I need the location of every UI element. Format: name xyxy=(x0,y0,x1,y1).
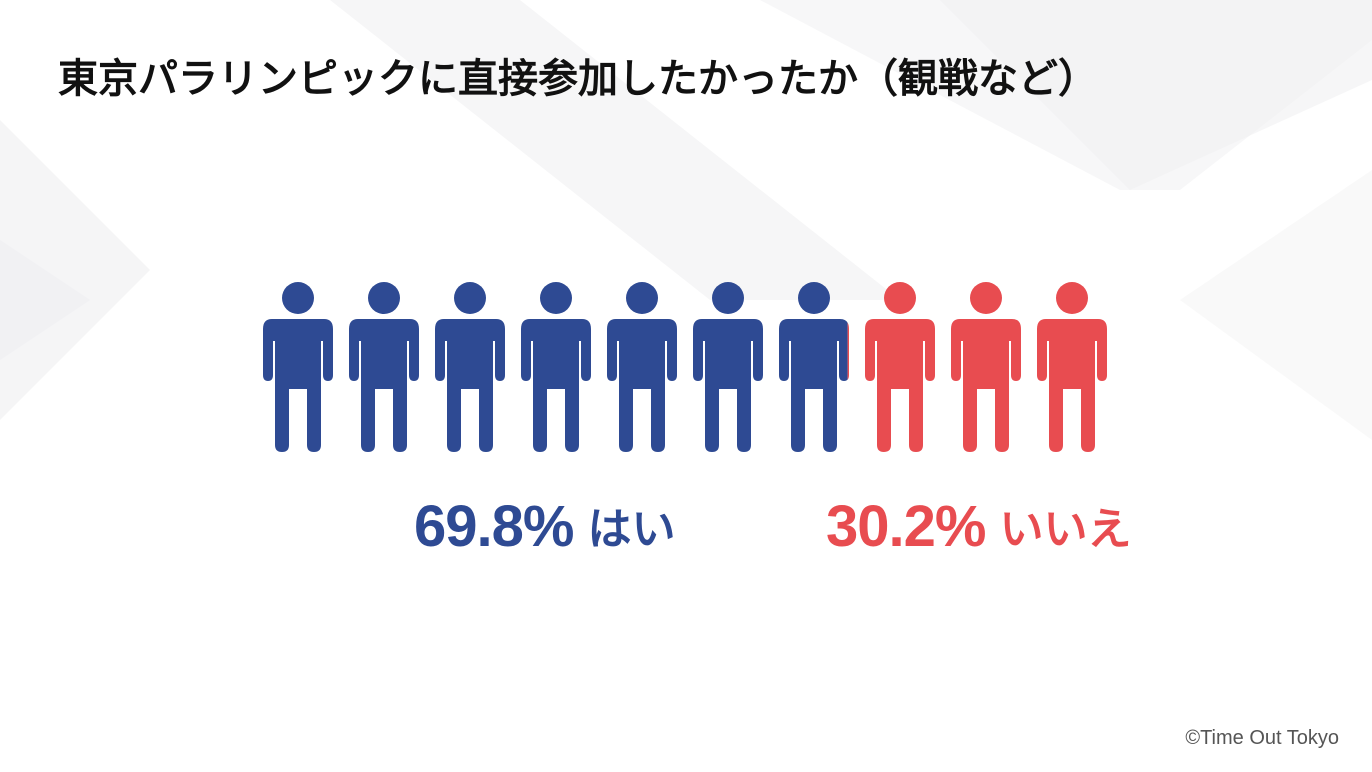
copyright-text: ©Time Out Tokyo xyxy=(1185,727,1339,749)
person-icon xyxy=(693,282,763,452)
value-label-no: 30.2% xyxy=(826,494,986,559)
person-icon xyxy=(263,282,333,452)
chart-title: 東京パラリンピックに直接参加したかったか（観戦など） xyxy=(58,56,1098,102)
person-icon xyxy=(435,282,505,452)
label-yes: 69.8% はい xyxy=(414,498,675,556)
person-icon xyxy=(1037,282,1107,452)
person-icon xyxy=(349,282,419,452)
person-icon xyxy=(951,282,1021,452)
person-icon xyxy=(865,282,935,452)
person-icon xyxy=(521,282,591,452)
value-label-yes: 69.8% xyxy=(414,494,574,559)
label-no: 30.2% いいえ xyxy=(826,498,1131,556)
category-label-no: いいえ xyxy=(999,504,1132,555)
person-icon xyxy=(607,282,677,452)
category-label-yes: はい xyxy=(587,504,676,555)
person-icon xyxy=(779,282,849,452)
